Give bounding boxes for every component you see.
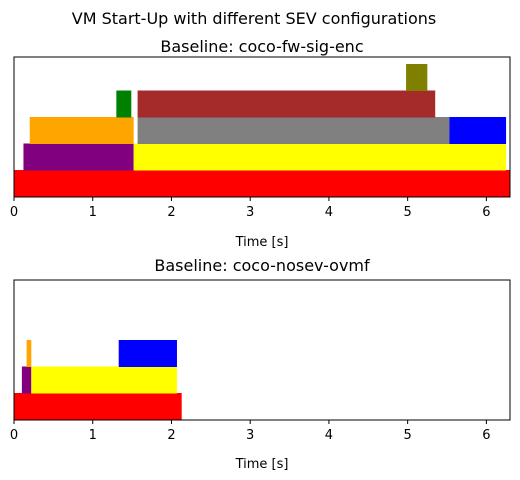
x-tick-label: 3 (246, 205, 254, 220)
bar-segment-4 (137, 117, 450, 144)
plot-frame (13, 279, 511, 421)
x-tick-label: 5 (404, 205, 412, 220)
bar-segment-3 (26, 340, 32, 367)
x-axis-label: Time [s] (235, 235, 289, 250)
x-tick-label: 6 (482, 205, 490, 220)
bar-segment-8 (406, 64, 428, 91)
x-tick-label: 4 (325, 428, 333, 443)
bar-segment-0 (14, 393, 182, 420)
x-ticks: 0 1 2 3 4 5 6 (10, 197, 491, 220)
bar-segment-1 (21, 366, 32, 394)
bar-segment-7 (137, 90, 436, 118)
bar-segment-4 (118, 340, 177, 367)
bar-segments (14, 64, 510, 197)
bar-segment-2 (31, 366, 177, 394)
x-tick-label: 6 (482, 428, 490, 443)
bar-segment-3 (29, 117, 134, 144)
bar-segment-6 (116, 90, 132, 118)
bar-segments (14, 340, 182, 420)
plot-frame (13, 56, 511, 198)
bar-segment-2 (133, 143, 507, 171)
x-tick-label: 1 (89, 205, 97, 220)
x-tick-label: 2 (167, 205, 175, 220)
x-tick-label: 4 (325, 205, 333, 220)
panel-title: Baseline: coco-nosev-ovmf (154, 256, 370, 275)
x-ticks: 0 1 2 3 4 5 6 (10, 420, 491, 443)
panel-title: Baseline: coco-fw-sig-enc (160, 37, 363, 56)
x-tick-label: 0 (10, 428, 18, 443)
x-tick-label: 0 (10, 205, 18, 220)
panel-fw-sig-enc: Baseline: coco-fw-sig-enc 0 1 2 3 4 5 6 Time [… (10, 37, 511, 250)
figure-title: VM Start-Up with different SEV configura… (72, 9, 436, 28)
panel-nosev-ovmf: Baseline: coco-nosev-ovmf 0 1 2 3 4 5 6 Time [… (10, 256, 511, 472)
x-tick-label: 1 (89, 428, 97, 443)
x-axis-label: Time [s] (235, 457, 289, 472)
x-tick-label: 2 (167, 428, 175, 443)
bar-segment-5 (449, 117, 507, 144)
x-tick-label: 3 (246, 428, 254, 443)
bar-segment-1 (23, 143, 134, 171)
x-tick-label: 5 (404, 428, 412, 443)
bar-segment-0 (14, 170, 510, 197)
